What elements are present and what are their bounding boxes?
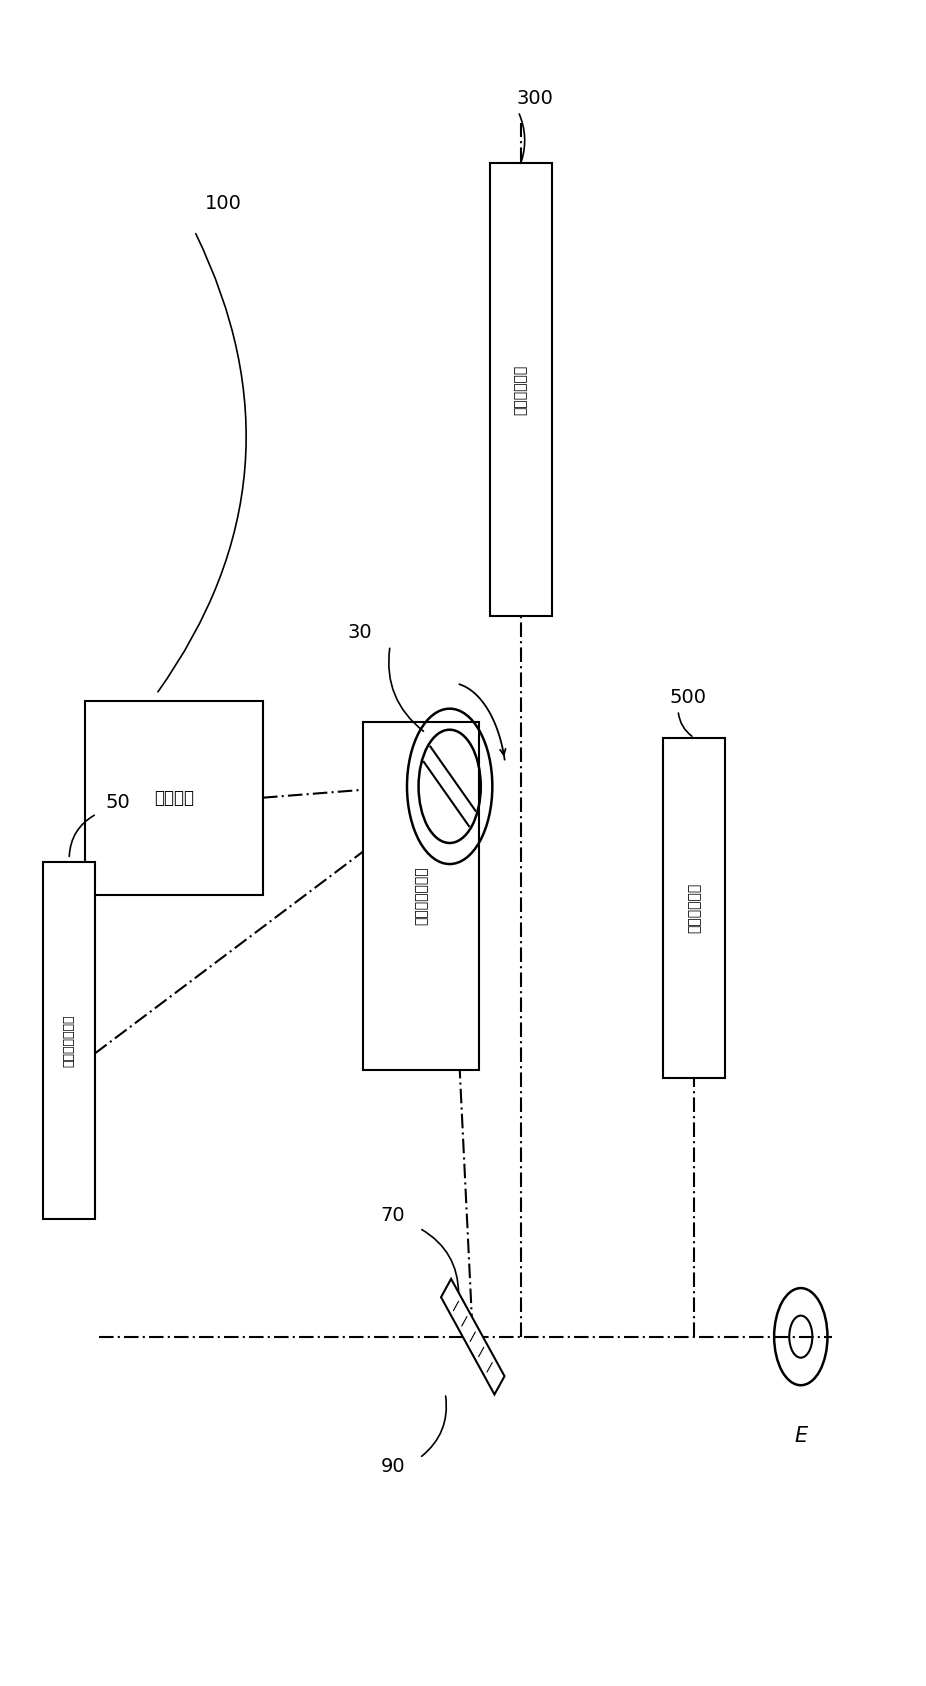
Text: 70: 70 bbox=[381, 1205, 406, 1224]
Text: 90: 90 bbox=[381, 1457, 406, 1475]
Text: 虹膜成像模块: 虹膜成像模块 bbox=[687, 882, 701, 932]
Text: 30: 30 bbox=[347, 624, 372, 642]
Polygon shape bbox=[441, 1280, 505, 1394]
Text: 300: 300 bbox=[517, 89, 553, 108]
FancyBboxPatch shape bbox=[663, 738, 725, 1077]
Text: 固视光学模块: 固视光学模块 bbox=[514, 364, 528, 415]
Text: 500: 500 bbox=[669, 688, 707, 706]
FancyBboxPatch shape bbox=[363, 722, 479, 1069]
Text: 主体模块: 主体模块 bbox=[154, 789, 194, 806]
Text: 眼前节光路组件: 眼前节光路组件 bbox=[63, 1015, 76, 1067]
Text: 50: 50 bbox=[106, 792, 131, 813]
Text: 眼后节光路组件: 眼后节光路组件 bbox=[414, 867, 428, 926]
FancyBboxPatch shape bbox=[44, 863, 95, 1219]
FancyBboxPatch shape bbox=[85, 701, 263, 895]
FancyBboxPatch shape bbox=[490, 164, 552, 617]
Text: 100: 100 bbox=[206, 194, 242, 212]
Text: E: E bbox=[795, 1426, 807, 1445]
